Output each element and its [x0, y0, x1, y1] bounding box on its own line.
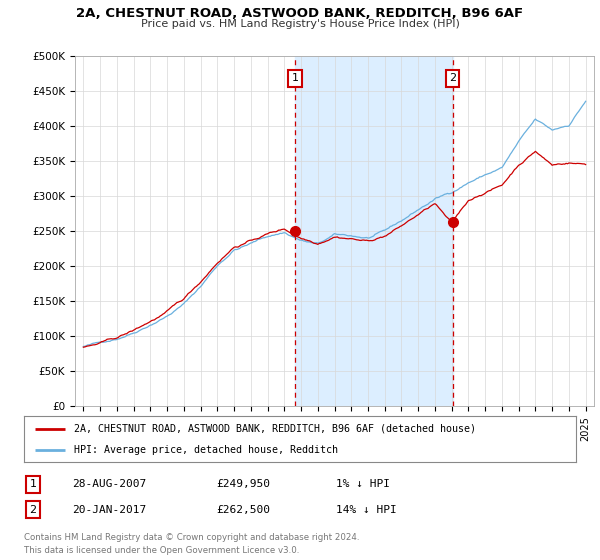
Text: £249,950: £249,950 — [216, 479, 270, 489]
Text: Contains HM Land Registry data © Crown copyright and database right 2024.
This d: Contains HM Land Registry data © Crown c… — [24, 533, 359, 554]
Text: 2: 2 — [29, 505, 37, 515]
Text: 1% ↓ HPI: 1% ↓ HPI — [336, 479, 390, 489]
Text: Price paid vs. HM Land Registry's House Price Index (HPI): Price paid vs. HM Land Registry's House … — [140, 19, 460, 29]
Bar — [295, 56, 452, 406]
Text: 14% ↓ HPI: 14% ↓ HPI — [336, 505, 397, 515]
Text: 28-AUG-2007: 28-AUG-2007 — [72, 479, 146, 489]
Text: 2: 2 — [449, 73, 456, 83]
Text: 2A, CHESTNUT ROAD, ASTWOOD BANK, REDDITCH, B96 6AF (detached house): 2A, CHESTNUT ROAD, ASTWOOD BANK, REDDITC… — [74, 424, 476, 434]
Text: 1: 1 — [292, 73, 299, 83]
Text: 2A, CHESTNUT ROAD, ASTWOOD BANK, REDDITCH, B96 6AF: 2A, CHESTNUT ROAD, ASTWOOD BANK, REDDITC… — [76, 7, 524, 20]
Text: 1: 1 — [29, 479, 37, 489]
Text: 20-JAN-2017: 20-JAN-2017 — [72, 505, 146, 515]
Text: £262,500: £262,500 — [216, 505, 270, 515]
Text: HPI: Average price, detached house, Redditch: HPI: Average price, detached house, Redd… — [74, 445, 338, 455]
